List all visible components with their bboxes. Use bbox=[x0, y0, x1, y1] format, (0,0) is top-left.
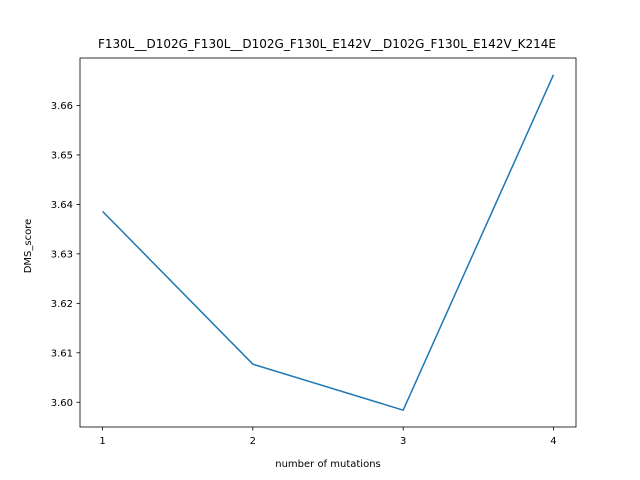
axes-frame bbox=[79, 57, 577, 428]
x-tick-label-2: 2 bbox=[250, 436, 256, 447]
series-line-0 bbox=[102, 74, 555, 411]
y-tick-label-3.60: 3.60 bbox=[51, 398, 73, 409]
x-axis-label: number of mutations bbox=[275, 459, 381, 470]
y-tick-label-3.66: 3.66 bbox=[51, 101, 73, 112]
y-tick-label-3.62: 3.62 bbox=[51, 299, 73, 310]
y-tick-label-3.65: 3.65 bbox=[51, 150, 73, 161]
plot-area: 1 2 3 4 3.60 3.61 3.62 3.63 3.64 3.65 3.66 bbox=[51, 57, 577, 447]
x-tick-label-3: 3 bbox=[400, 436, 406, 447]
chart-title: F130L__D102G_F130L__D102G_F130L_E142V__D… bbox=[98, 37, 556, 51]
x-tick-label-1: 1 bbox=[99, 436, 105, 447]
y-tick-label-3.61: 3.61 bbox=[51, 348, 73, 359]
y-tick-label-3.63: 3.63 bbox=[51, 249, 73, 260]
x-tick-label-4: 4 bbox=[550, 436, 556, 447]
y-tick-label-3.64: 3.64 bbox=[51, 200, 73, 211]
y-axis-label: DMS_score bbox=[23, 219, 34, 274]
